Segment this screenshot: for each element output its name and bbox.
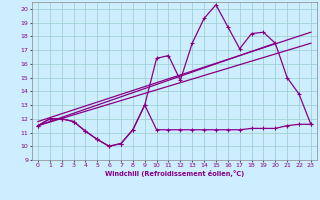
X-axis label: Windchill (Refroidissement éolien,°C): Windchill (Refroidissement éolien,°C) (105, 170, 244, 177)
